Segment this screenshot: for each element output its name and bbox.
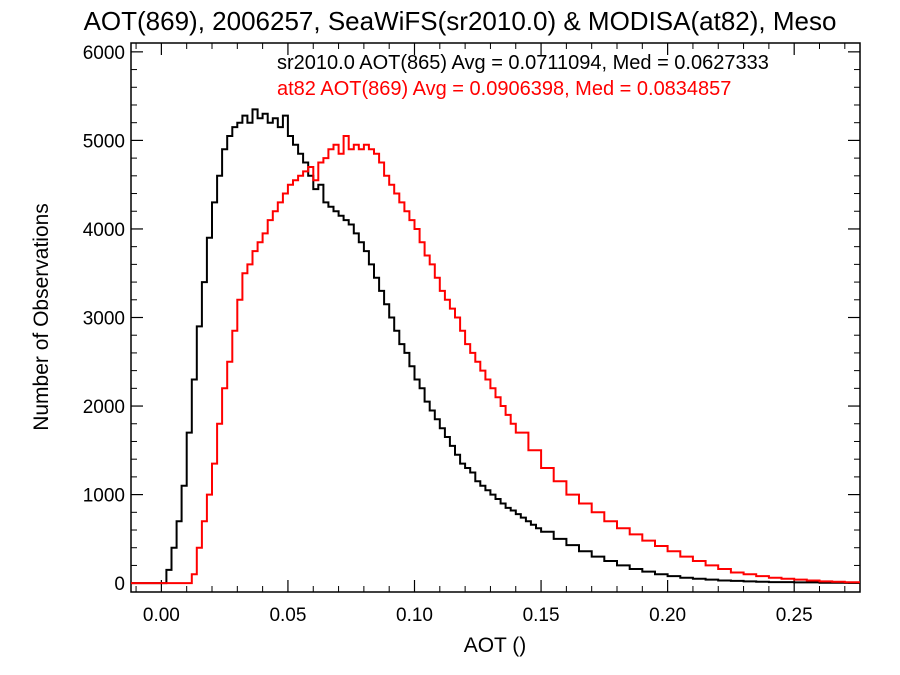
x-tick-label: 0.15	[523, 605, 560, 626]
y-tick-label: 5000	[83, 131, 125, 152]
series-1-line	[131, 108, 860, 585]
x-tick-label: 0.00	[143, 605, 180, 626]
y-tick-label: 3000	[83, 309, 125, 330]
y-tick-label: 0	[114, 574, 125, 595]
legend-series-2: at82 AOT(869) Avg = 0.0906398, Med = 0.0…	[277, 78, 731, 100]
x-tick-label: 0.25	[776, 605, 813, 626]
x-tick-label: 0.05	[269, 605, 306, 626]
y-tick-label: 2000	[83, 397, 125, 418]
plot-frame	[130, 42, 861, 593]
y-tick-label: 1000	[83, 486, 125, 507]
x-tick-label: 0.20	[649, 605, 686, 626]
y-axis: 0 1000 2000 3000 4000 5000 6000	[83, 43, 860, 595]
chart-title: AOT(869), 2006257, SeaWiFS(sr2010.0) & M…	[84, 6, 837, 36]
y-axis-label: Number of Observations	[30, 203, 53, 431]
x-tick-label: 0.10	[396, 605, 433, 626]
y-tick-label: 6000	[83, 43, 125, 64]
y-tick-label: 4000	[83, 220, 125, 241]
legend-series-1: sr2010.0 AOT(865) Avg = 0.0711094, Med =…	[277, 52, 769, 74]
series-2-line	[131, 135, 860, 585]
x-axis-label: AOT ()	[464, 634, 527, 657]
x-axis: 0.00 0.05 0.10 0.15 0.20 0.25	[135, 43, 846, 626]
series-layer	[131, 108, 860, 585]
